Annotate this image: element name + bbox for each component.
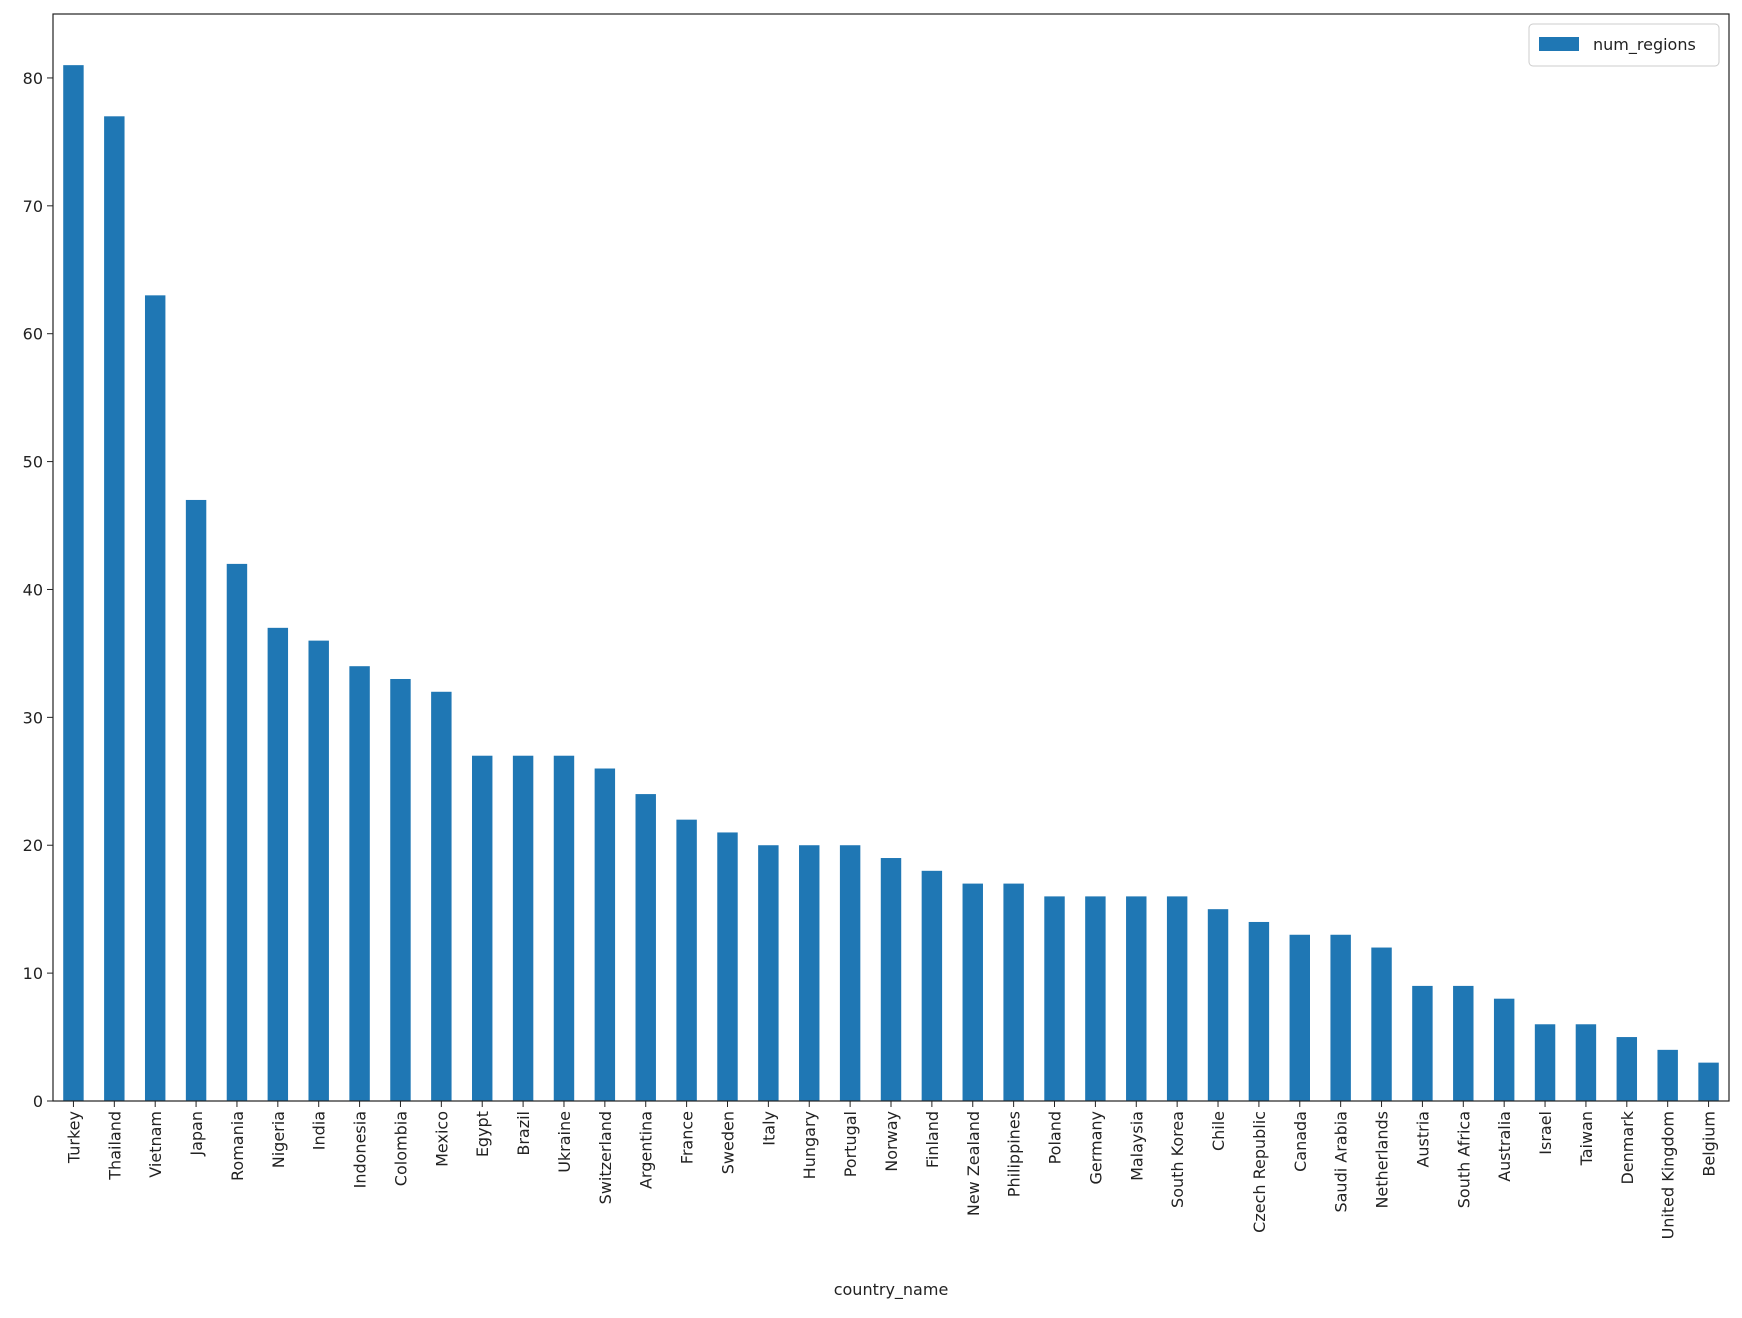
x-tick-label: Nigeria: [269, 1111, 288, 1168]
bar: [1044, 896, 1065, 1101]
bar: [1534, 1024, 1556, 1101]
bar: [308, 640, 329, 1101]
bar: [1003, 883, 1024, 1101]
y-tick-label: 40: [23, 580, 43, 599]
x-tick-label: Finland: [923, 1111, 942, 1168]
bar: [1166, 896, 1188, 1101]
y-tick-label: 20: [23, 836, 43, 855]
bar: [717, 832, 738, 1101]
x-tick-label: Canada: [1291, 1111, 1310, 1172]
bar: [472, 755, 493, 1101]
x-tick-label: Italy: [759, 1111, 778, 1146]
bar: [63, 65, 84, 1101]
x-tick-label: Vietnam: [146, 1111, 165, 1178]
bar: [962, 883, 983, 1101]
bar: [1289, 934, 1310, 1101]
bar: [431, 691, 452, 1101]
x-tick-label: Netherlands: [1373, 1111, 1392, 1209]
x-tick-label: United Kingdom: [1659, 1111, 1678, 1239]
x-tick-label: Thailand: [105, 1111, 124, 1181]
bar: [390, 678, 411, 1101]
x-tick-label: Czech Republic: [1250, 1111, 1269, 1233]
bar: [758, 845, 779, 1101]
x-tick-label: Germany: [1086, 1111, 1105, 1185]
x-tick-label: Denmark: [1618, 1110, 1637, 1184]
bar: [226, 563, 248, 1101]
bar: [1207, 909, 1229, 1101]
bar: [594, 768, 616, 1101]
x-tick-label: Hungary: [800, 1111, 819, 1179]
x-tick-label: Chile: [1209, 1111, 1228, 1151]
bar: [921, 870, 943, 1101]
x-tick-label: Turkey: [64, 1111, 83, 1164]
legend-box: [1528, 23, 1720, 67]
bar: [1493, 998, 1515, 1101]
bar: [104, 116, 125, 1101]
x-tick-label: Philippines: [1005, 1111, 1024, 1197]
bar: [1657, 1049, 1678, 1101]
axes-frame: [52, 13, 1730, 1102]
bar: [185, 499, 207, 1101]
x-tick-label: Switzerland: [596, 1111, 615, 1204]
bar: [839, 845, 861, 1101]
x-tick-label: Belgium: [1700, 1111, 1719, 1177]
y-tick-label: 30: [23, 708, 43, 727]
x-tick-label: Japan: [187, 1111, 206, 1157]
x-tick-label: South Africa: [1454, 1111, 1473, 1208]
x-tick-label: Colombia: [391, 1111, 410, 1186]
x-tick-label: Mexico: [432, 1111, 451, 1167]
x-tick-label: Argentina: [637, 1111, 656, 1189]
y-tick-label: 50: [23, 453, 43, 472]
bar: [144, 295, 166, 1101]
y-tick-label: 60: [23, 325, 43, 344]
x-tick-label: Israel: [1536, 1111, 1555, 1155]
bar: [1085, 896, 1106, 1101]
bar: [1126, 896, 1147, 1101]
x-tick-label: Taiwan: [1577, 1111, 1596, 1166]
x-axis-label: country_name: [834, 1280, 949, 1300]
x-tick-label: Saudi Arabia: [1332, 1111, 1351, 1213]
bar: [1412, 985, 1433, 1101]
x-tick-label: Portugal: [841, 1111, 860, 1177]
bar: [553, 755, 575, 1101]
bar: [1616, 1037, 1638, 1101]
x-tick-label: Indonesia: [351, 1111, 370, 1188]
x-tick-label: Sweden: [718, 1111, 737, 1174]
bar: [676, 819, 697, 1101]
x-tick-label: Poland: [1046, 1111, 1065, 1164]
x-tick-label: Austria: [1413, 1111, 1432, 1168]
bar: [1453, 985, 1474, 1101]
y-tick-label: 80: [23, 69, 43, 88]
bar: [635, 794, 656, 1101]
x-tick-label: Australia: [1495, 1111, 1514, 1182]
y-tick-label: 0: [33, 1092, 43, 1111]
x-tick-label: Egypt: [473, 1111, 492, 1157]
x-tick-label: Romania: [228, 1111, 247, 1181]
bar: [267, 627, 289, 1101]
bar: [349, 666, 370, 1101]
x-tick-label: Ukraine: [555, 1111, 574, 1173]
x-tick-label: New Zealand: [964, 1111, 983, 1216]
legend-label: num_regions: [1593, 35, 1696, 55]
bar: [512, 755, 534, 1101]
bar: [1575, 1024, 1597, 1101]
bar: [1330, 934, 1351, 1101]
bar: [799, 845, 820, 1101]
bar: [1698, 1062, 1719, 1101]
x-tick-label: Brazil: [514, 1111, 533, 1156]
legend-swatch: [1539, 37, 1579, 51]
x-tick-label: Norway: [882, 1111, 901, 1172]
bar: [880, 858, 902, 1101]
y-tick-label: 10: [23, 964, 43, 983]
bar: [1371, 947, 1392, 1101]
x-tick-label: India: [310, 1111, 329, 1150]
bar: [1248, 921, 1270, 1101]
y-tick-label: 70: [23, 197, 43, 216]
x-tick-label: Malaysia: [1127, 1111, 1146, 1181]
x-tick-label: France: [678, 1111, 697, 1164]
x-tick-label: South Korea: [1168, 1111, 1187, 1208]
